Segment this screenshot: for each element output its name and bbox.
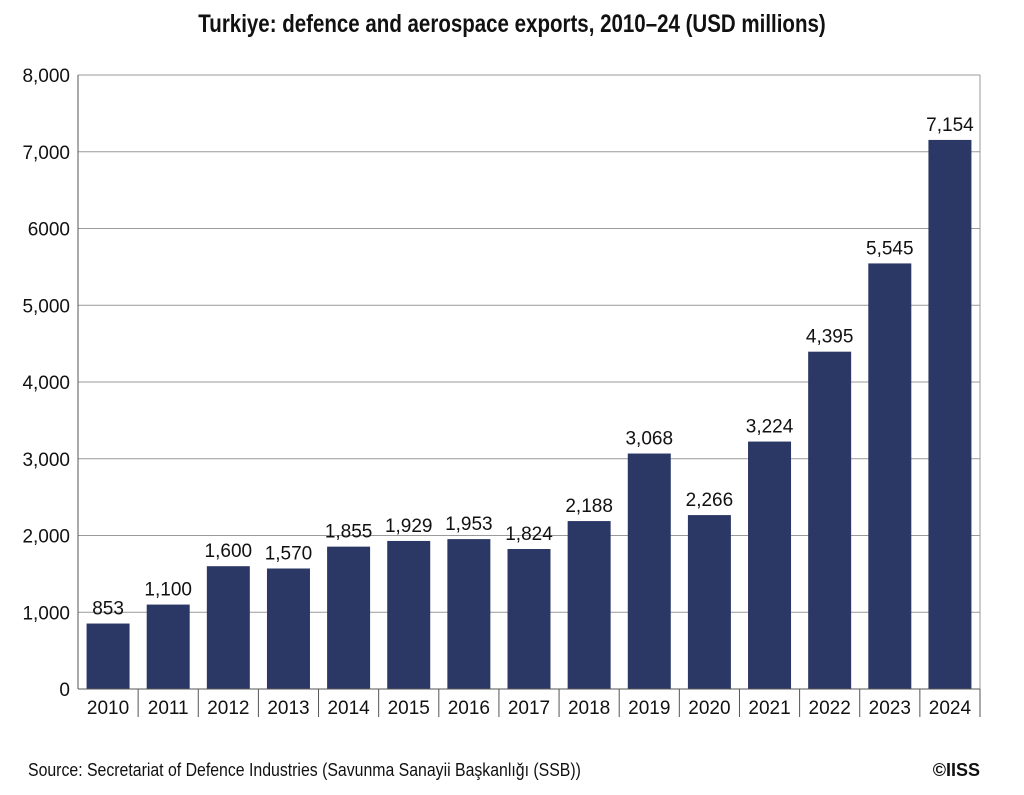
x-tick-label: 2014: [327, 698, 370, 719]
x-tick-label: 2020: [688, 698, 730, 719]
y-tick-label: 4,000: [22, 373, 70, 394]
y-tick-label: 6000: [28, 220, 70, 241]
x-tick-labels: 2010 2011 2012 2013 2014 2015 2016 2017 2018 2019…: [87, 698, 972, 719]
y-tick-label: 3,000: [22, 450, 70, 471]
bar: [687, 515, 731, 689]
data-label: 3,068: [625, 429, 673, 450]
x-tick-label: 2015: [388, 698, 430, 719]
axes: [77, 75, 981, 717]
y-tick-label: 1,000: [22, 603, 70, 624]
x-tick-label: 2010: [87, 698, 129, 719]
y-tick-label: 8,000: [22, 66, 70, 87]
bar: [507, 549, 551, 689]
data-label: 4,395: [806, 327, 854, 348]
data-label: 1,570: [265, 544, 313, 565]
data-label: 3,224: [746, 417, 794, 438]
data-label: 853: [92, 599, 124, 620]
y-tick-label: 0: [59, 680, 70, 701]
bar: [627, 453, 671, 689]
y-tick-label: 2,000: [22, 527, 70, 548]
x-tick-label: 2024: [929, 698, 972, 719]
bar: [387, 540, 431, 689]
bar: [748, 441, 792, 689]
x-tick-label: 2013: [267, 698, 309, 719]
bars: [86, 139, 972, 690]
source-note: Source: Secretariat of Defence Industrie…: [28, 760, 581, 780]
x-tick-label: 2022: [809, 698, 851, 719]
x-tick-label: 2019: [628, 698, 670, 719]
x-tick-label: 2021: [748, 698, 790, 719]
iiss-credit: ©IISS: [932, 760, 980, 780]
data-label: 7,154: [926, 115, 974, 136]
x-tick-label: 2011: [148, 698, 189, 719]
x-tick-label: 2018: [568, 698, 610, 719]
data-label: 2,188: [565, 496, 613, 517]
y-tick-label: 7,000: [22, 143, 70, 164]
data-label: 1,855: [325, 522, 373, 543]
bar: [146, 604, 190, 689]
bar: [868, 263, 912, 689]
bar: [447, 539, 491, 689]
footer: Source: Secretariat of Defence Industrie…: [28, 760, 980, 784]
data-label: 1,824: [505, 524, 553, 545]
bar: [86, 623, 130, 689]
data-label: 1,929: [385, 516, 433, 537]
bar: [808, 351, 852, 689]
bar: [928, 139, 972, 690]
x-tick-label: 2016: [448, 698, 490, 719]
data-labels: 853 1,100 1,600 1,570 1,855 1,929 1,953 1,824 2,…: [92, 115, 974, 620]
bar: [567, 521, 611, 689]
data-label: 2,266: [686, 490, 734, 511]
data-label: 1,600: [205, 541, 253, 562]
y-tick-labels: 0 1,000 2,000 3,000 4,000 5,000 6000 7,000 8,000: [22, 66, 70, 701]
bar: [206, 566, 250, 689]
data-label: 1,953: [445, 514, 493, 535]
data-label: 1,100: [144, 580, 192, 601]
x-tick-label: 2012: [207, 698, 249, 719]
chart-title: Turkiye: defence and aerospace exports, …: [198, 10, 826, 38]
x-tick-label: 2017: [508, 698, 550, 719]
data-label: 5,545: [866, 238, 914, 259]
y-tick-label: 5,000: [22, 296, 70, 317]
x-tick-label: 2023: [869, 698, 911, 719]
bar: [266, 568, 310, 689]
bar: [327, 546, 371, 689]
